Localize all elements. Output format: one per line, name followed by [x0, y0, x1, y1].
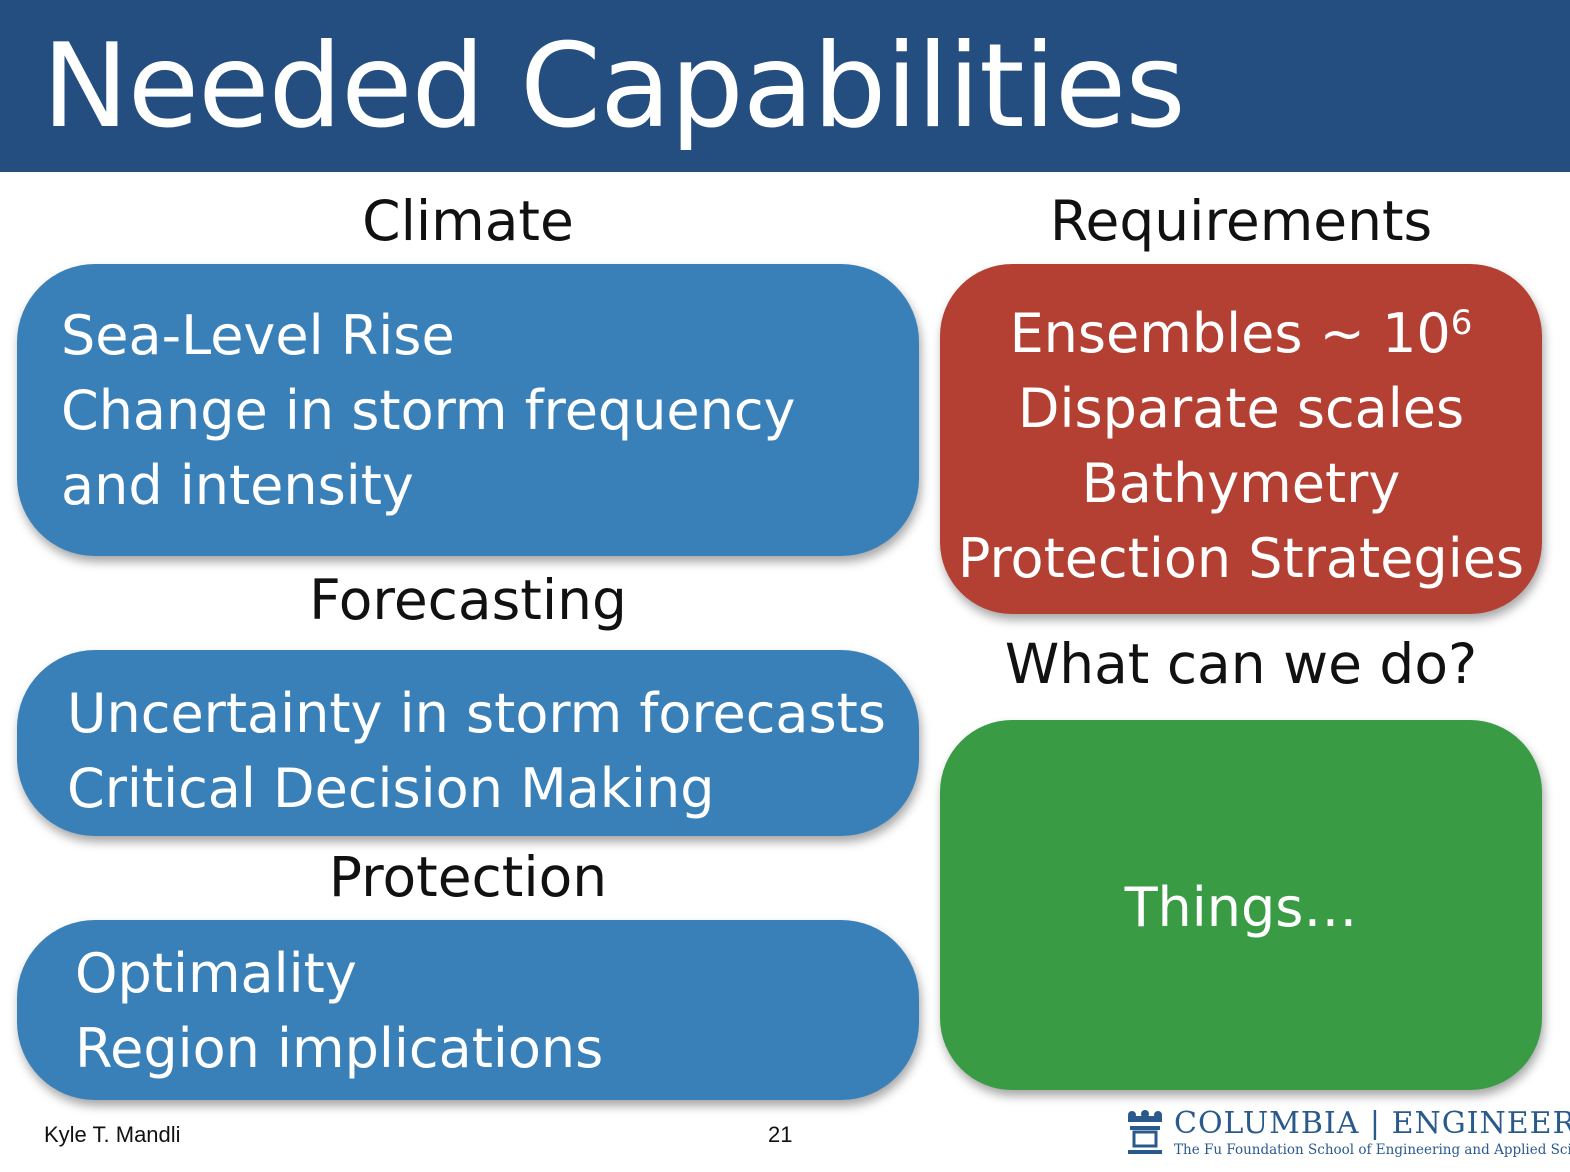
protection-line: Optimality: [75, 942, 357, 1005]
crown-icon: [1128, 1110, 1162, 1154]
ensembles-exponent: 6: [1450, 303, 1473, 343]
climate-line: Sea-Level Rise: [61, 304, 455, 367]
requirements-line: Bathymetry: [1081, 452, 1401, 515]
things-box: Things…: [940, 720, 1542, 1090]
slide-title: Needed Capabilities: [42, 19, 1186, 154]
climate-box: Sea-Level Rise Change in storm frequency…: [17, 264, 919, 556]
protection-box: Optimality Region implications: [17, 920, 919, 1100]
what-can-we-do-heading: What can we do?: [1004, 632, 1478, 696]
protection-line: Region implications: [75, 1017, 604, 1080]
forecasting-box: Uncertainty in storm forecasts Critical …: [17, 650, 919, 836]
requirements-line: Disparate scales: [1017, 377, 1465, 440]
forecasting-line: Uncertainty in storm forecasts: [67, 682, 886, 745]
page-number: 21: [768, 1122, 793, 1147]
columbia-engineering-logo: COLUMBIA | ENGINEERING The Fu Foundation…: [1124, 1106, 1570, 1162]
author-name: Kyle T. Mandli: [44, 1122, 181, 1147]
climate-line: Change in storm frequency: [61, 379, 796, 442]
forecasting-heading: Forecasting: [309, 568, 627, 632]
things-text: Things…: [1124, 876, 1358, 939]
ensembles-text: Ensembles ~ 10: [1009, 302, 1451, 365]
climate-heading: Climate: [362, 189, 574, 253]
requirements-heading: Requirements: [1049, 189, 1433, 253]
requirements-box: Ensembles ~ 106 Disparate scales Bathyme…: [940, 264, 1542, 614]
climate-line: and intensity: [61, 454, 414, 517]
forecasting-line: Critical Decision Making: [67, 757, 715, 820]
title-bar: Needed Capabilities: [0, 0, 1570, 172]
requirements-line: Protection Strategies: [957, 527, 1525, 590]
logo-sub-text: The Fu Foundation School of Engineering …: [1174, 1142, 1570, 1158]
logo-main-text: COLUMBIA | ENGINEERING: [1174, 1106, 1570, 1141]
protection-heading: Protection: [328, 845, 608, 909]
requirements-line-ensembles: Ensembles ~ 106: [940, 296, 1542, 371]
